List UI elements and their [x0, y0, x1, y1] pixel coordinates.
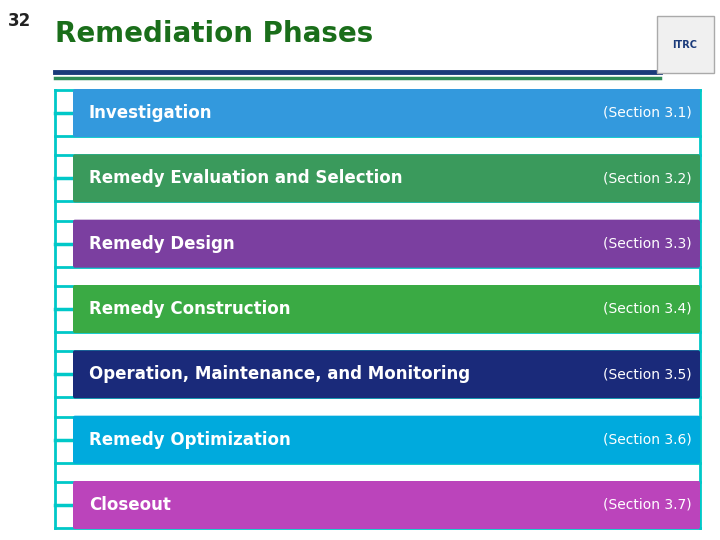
- FancyBboxPatch shape: [73, 285, 700, 333]
- FancyBboxPatch shape: [73, 220, 700, 268]
- Text: Remedy Optimization: Remedy Optimization: [89, 431, 291, 449]
- Text: Operation, Maintenance, and Monitoring: Operation, Maintenance, and Monitoring: [89, 366, 470, 383]
- Text: (Section 3.2): (Section 3.2): [603, 171, 692, 185]
- Text: (Section 3.5): (Section 3.5): [603, 367, 692, 381]
- FancyBboxPatch shape: [73, 416, 700, 464]
- Text: Remedy Construction: Remedy Construction: [89, 300, 290, 318]
- FancyBboxPatch shape: [73, 89, 700, 137]
- Text: Investigation: Investigation: [89, 104, 212, 122]
- FancyBboxPatch shape: [657, 16, 714, 73]
- Text: 32: 32: [8, 12, 31, 30]
- FancyBboxPatch shape: [73, 481, 700, 529]
- Text: Closeout: Closeout: [89, 496, 171, 514]
- Text: (Section 3.7): (Section 3.7): [603, 498, 692, 512]
- FancyBboxPatch shape: [73, 350, 700, 399]
- Text: (Section 3.1): (Section 3.1): [603, 106, 692, 120]
- FancyBboxPatch shape: [73, 154, 700, 202]
- Text: ITRC: ITRC: [672, 40, 698, 50]
- Text: (Section 3.4): (Section 3.4): [603, 302, 692, 316]
- Text: Remediation Phases: Remediation Phases: [55, 20, 373, 48]
- Text: Remedy Design: Remedy Design: [89, 235, 235, 253]
- Text: (Section 3.3): (Section 3.3): [603, 237, 692, 251]
- Text: (Section 3.6): (Section 3.6): [603, 433, 692, 447]
- Text: Remedy Evaluation and Selection: Remedy Evaluation and Selection: [89, 170, 402, 187]
